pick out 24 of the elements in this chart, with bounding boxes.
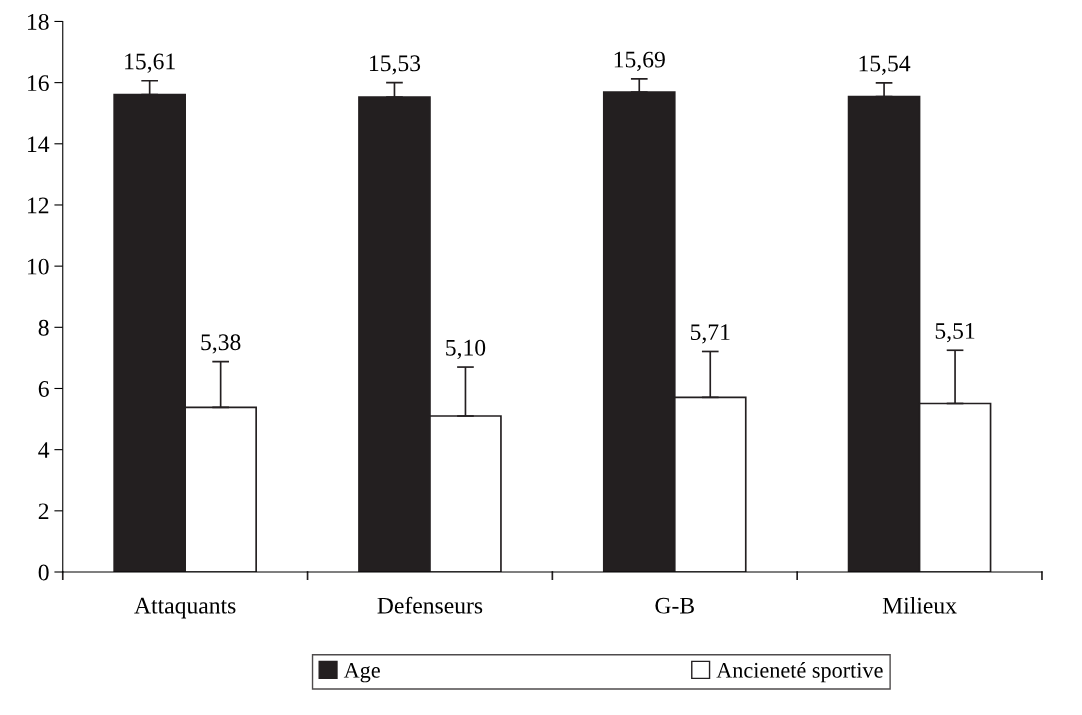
data-label: 15,53 (369, 55, 421, 75)
x-tick-label: Defenseurs (377, 596, 483, 614)
y-tick-label: 6 (38, 381, 49, 397)
data-label: 5,51 (935, 323, 975, 343)
y-tick-label: 4 (38, 442, 50, 458)
x-tick-label: Attaquants (134, 597, 236, 619)
y-tick-label: 18 (28, 13, 49, 30)
data-label: 15,54 (859, 55, 911, 75)
x-tick-label: Milieux (882, 597, 957, 614)
y-tick-label: 10 (28, 258, 49, 275)
y-tick-label: 0 (38, 564, 49, 581)
data-label: 5,10 (446, 339, 486, 360)
data-label: 5,71 (690, 324, 730, 344)
y-tick-label: 14 (28, 136, 50, 152)
y-tick-label: 2 (38, 503, 49, 520)
legend-label: Age (343, 662, 380, 683)
data-label: 15,61 (125, 53, 175, 73)
y-tick-label: 12 (28, 197, 49, 214)
data-label: 5,38 (201, 334, 241, 354)
data-label: 15,69 (614, 51, 665, 71)
legend-label: Ancieneté sportive (716, 662, 883, 683)
y-tick-label: 16 (28, 75, 49, 92)
x-tick-label: G-B (655, 597, 694, 614)
y-tick-label: 8 (38, 319, 49, 336)
